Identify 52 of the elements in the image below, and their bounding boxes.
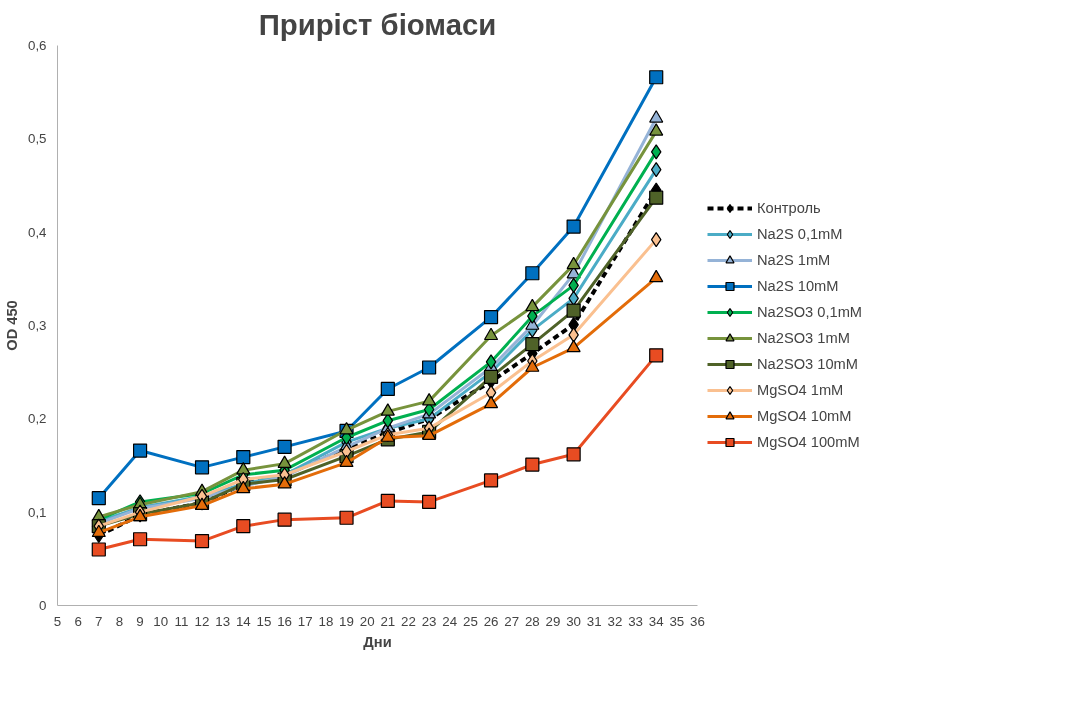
legend-label: MgSO4 1mM	[757, 382, 844, 398]
y-tick-label: 0,2	[27, 411, 47, 427]
x-tick-label: 27	[504, 613, 520, 629]
y-tick-label: 0,4	[27, 224, 48, 240]
y-tick-label: 0,3	[27, 318, 47, 333]
legend-label: Na2S 0,1mM	[757, 226, 843, 242]
y-tick-label: 0,1	[27, 504, 47, 520]
legend-label: Na2SO3 0,1mM	[757, 304, 863, 320]
x-tick-label: 9	[136, 613, 144, 629]
legend-label: Na2S 10mM	[757, 278, 839, 294]
x-tick-label: 25	[462, 613, 478, 629]
y-tick-label: 0	[39, 598, 47, 613]
x-tick-label: 31	[586, 613, 602, 629]
legend-label: MgSO4 10mM	[757, 408, 852, 424]
y-tick-label: 0,5	[27, 131, 47, 147]
x-tick-label: 26	[483, 613, 499, 629]
x-tick-label: 17	[297, 613, 313, 629]
legend-label: MgSO4 100mM	[757, 434, 860, 450]
legend-label: Na2S 1mM	[757, 252, 831, 268]
legend-label: Контроль	[757, 200, 821, 216]
x-tick-label: 32	[607, 613, 623, 629]
x-tick-label: 11	[174, 613, 189, 629]
x-tick-label: 21	[380, 613, 396, 629]
x-tick-label: 20	[359, 613, 375, 629]
x-tick-label: 6	[74, 613, 82, 629]
x-tick-label: 30	[566, 613, 582, 629]
x-tick-label: 8	[115, 613, 124, 629]
x-tick-label: 15	[256, 613, 272, 629]
x-tick-label: 12	[194, 613, 210, 629]
x-tick-label: 33	[628, 613, 643, 629]
x-tick-label: 19	[339, 613, 354, 629]
legend-label: Na2SO3 1mM	[757, 330, 850, 346]
chart-title: Приріст біомаси	[258, 7, 497, 41]
x-tick-label: 23	[421, 613, 437, 629]
x-tick-label: 28	[524, 613, 540, 629]
x-tick-label: 5	[53, 613, 62, 629]
legend-label: Na2SO3 10mM	[757, 356, 859, 372]
x-tick-label: 22	[401, 613, 416, 629]
x-tick-label: 36	[690, 613, 705, 629]
x-tick-label: 35	[669, 613, 685, 629]
y-tick-label: 0,6	[27, 38, 47, 53]
x-axis-title: Дни	[363, 633, 392, 650]
x-tick-label: 34	[648, 613, 665, 629]
y-axis-title: OD 450	[3, 300, 20, 351]
x-tick-label: 10	[153, 613, 169, 629]
x-tick-label: 24	[442, 613, 458, 629]
x-tick-label: 14	[235, 613, 252, 629]
x-tick-label: 7	[95, 613, 103, 629]
x-tick-label: 29	[545, 613, 561, 629]
x-tick-label: 18	[318, 613, 334, 629]
x-tick-label: 16	[277, 613, 293, 629]
x-tick-label: 13	[215, 613, 231, 629]
